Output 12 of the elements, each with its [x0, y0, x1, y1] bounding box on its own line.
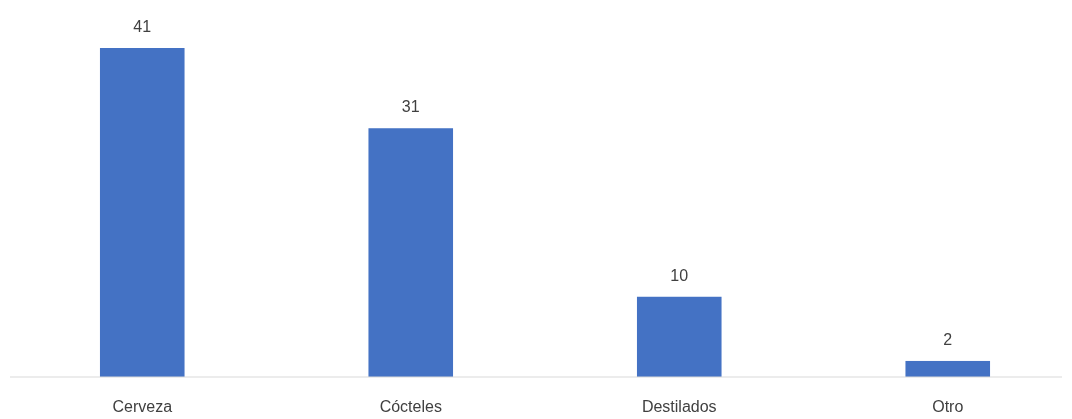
data-label: 31 — [401, 98, 420, 116]
bar — [905, 360, 991, 377]
x-tick-label: Cócteles — [379, 398, 442, 415]
x-tick-label: Otro — [932, 398, 964, 415]
x-tick-label: Destilados — [641, 398, 717, 415]
bar — [99, 48, 185, 377]
data-label: 2 — [943, 330, 953, 348]
data-label: 10 — [670, 266, 689, 284]
data-label: 41 — [133, 18, 152, 35]
x-tick-label: Cerveza — [112, 398, 173, 415]
bar — [368, 128, 454, 377]
bar — [636, 296, 722, 377]
